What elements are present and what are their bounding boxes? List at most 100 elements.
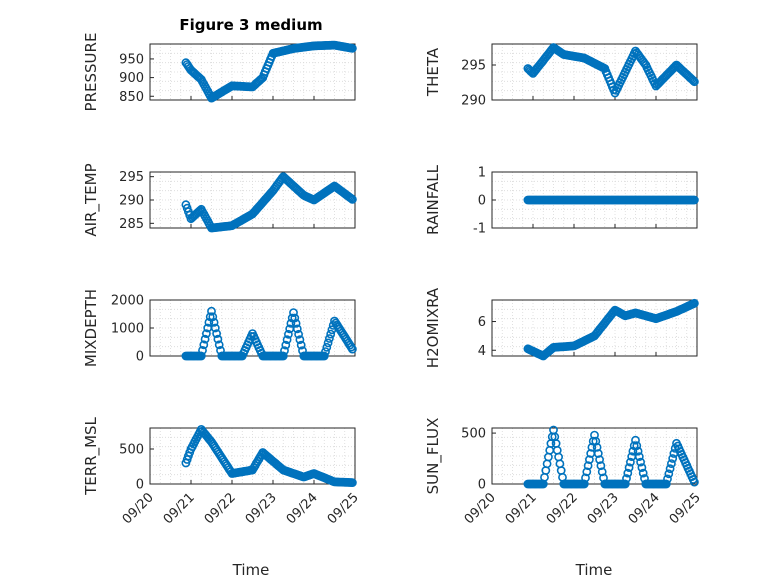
data-point	[291, 318, 301, 328]
x-tick-label: 09/23	[243, 490, 280, 527]
y-tick-label: 950	[119, 52, 144, 67]
data-point	[281, 340, 291, 350]
data-point	[321, 347, 330, 356]
data-point	[214, 340, 224, 350]
data-point	[624, 463, 634, 472]
y-tick-label: 295	[119, 170, 144, 185]
data-point	[593, 449, 603, 458]
y-axis-label: PRESSURE	[82, 33, 100, 112]
y-axis-label: H2OMIXRA	[424, 287, 442, 368]
data-point	[665, 464, 675, 474]
y-tick-label: 6	[478, 315, 486, 330]
y-tick-label: 0	[478, 194, 486, 209]
panel-1: 850 900 950 PRESSURE	[82, 33, 357, 112]
y-tick-label: 500	[119, 443, 144, 458]
x-tick-label: 09/25	[325, 490, 362, 527]
data-point	[289, 308, 298, 317]
data-point	[585, 455, 594, 464]
panel-4: -1 0 1 RAINFALL	[424, 164, 699, 237]
data-point	[292, 324, 302, 334]
data-point	[590, 430, 599, 440]
data-point	[278, 351, 288, 361]
y-tick-label: 290	[119, 194, 144, 209]
data-point	[690, 298, 699, 308]
data-point	[283, 329, 293, 339]
data-point	[346, 193, 356, 203]
y-tick-label: 285	[119, 217, 144, 232]
data-point	[668, 454, 678, 463]
data-point	[208, 312, 218, 322]
data-point	[631, 435, 640, 445]
y-axis-label: AIR_TEMP	[82, 163, 101, 236]
y-tick-label: 0	[136, 478, 144, 493]
data-point	[690, 477, 699, 487]
y-axis-label: TERR_MSL	[82, 416, 101, 495]
data-point	[347, 43, 357, 53]
data-point	[290, 313, 300, 323]
data-point	[690, 77, 699, 87]
data-point	[638, 468, 648, 478]
data-point	[210, 323, 220, 333]
axes-box	[491, 299, 698, 357]
data-point	[294, 329, 303, 339]
data-point	[213, 334, 223, 344]
data-point	[688, 76, 698, 85]
data-point	[636, 457, 645, 467]
data-point	[324, 334, 334, 343]
y-tick-label: 2000	[111, 294, 144, 309]
data-point	[280, 346, 289, 355]
data-point	[620, 479, 630, 489]
panel-3: 285 290 295 AIR_TEMP	[82, 163, 357, 237]
data-point	[587, 442, 597, 452]
y-tick-label: -1	[473, 222, 486, 237]
panel-7: 0 500 09/20 09/21 09/22 09/23 09/24 09/25 TERR_M…	[82, 416, 362, 527]
data-point	[199, 340, 209, 350]
data-point	[296, 340, 306, 350]
x-axis-label-left: Time	[232, 561, 270, 579]
data-point	[326, 329, 336, 339]
y-tick-label: 0	[478, 478, 486, 493]
data-point	[207, 306, 216, 316]
panel-8: 0 500 09/20 09/21 09/22 09/23 09/24 09/25 SUN_FL…	[424, 418, 704, 528]
data-point	[323, 338, 333, 348]
data-point	[347, 344, 357, 354]
x-tick-label: 09/24	[626, 490, 663, 527]
data-point	[632, 441, 642, 451]
y-tick-label: 290	[461, 94, 486, 109]
figure-title: Figure 3 medium	[179, 16, 322, 34]
data-point	[583, 461, 593, 471]
data-point	[328, 320, 338, 330]
y-axis-label: RAINFALL	[424, 164, 442, 235]
data-point	[664, 469, 674, 479]
y-axis-label: THETA	[424, 47, 442, 97]
data-point	[582, 467, 592, 477]
data-point	[633, 446, 643, 456]
x-tick-label: 09/21	[161, 490, 198, 527]
axes-box	[491, 427, 698, 485]
data-point	[209, 317, 219, 327]
data-point	[198, 345, 207, 355]
x-tick-label: 09/22	[202, 490, 239, 527]
data-point	[212, 329, 221, 338]
x-tick-label: 09/22	[544, 490, 581, 527]
data-point	[626, 457, 635, 467]
x-axis-label-right: Time	[575, 561, 613, 579]
data-point	[581, 473, 590, 483]
data-point	[347, 478, 357, 487]
data-point	[623, 468, 633, 478]
data-point	[282, 335, 292, 345]
y-tick-label: 295	[461, 59, 486, 74]
axes-box	[149, 427, 356, 485]
data-point	[194, 207, 204, 217]
data-point	[687, 74, 697, 84]
y-tick-label: 500	[461, 427, 486, 442]
y-tick-label: 4	[478, 344, 486, 359]
data-point	[622, 474, 631, 483]
data-point	[591, 436, 601, 446]
x-tick-label: 09/25	[667, 490, 704, 527]
x-tick-label: 09/20	[120, 490, 157, 527]
y-tick-label: 900	[119, 71, 144, 86]
data-point	[637, 463, 647, 472]
y-tick-label: 0	[136, 350, 144, 365]
